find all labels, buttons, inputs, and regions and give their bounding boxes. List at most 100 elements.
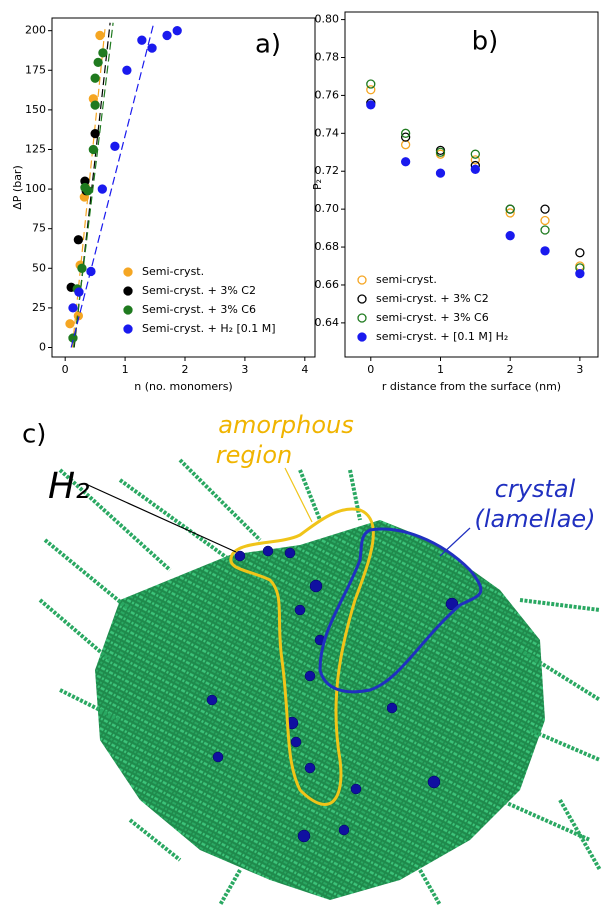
x-tick-label: 3 — [576, 363, 583, 376]
data-point — [470, 164, 480, 174]
data-point — [505, 231, 515, 241]
panel-label: c) — [22, 420, 46, 450]
data-point — [73, 235, 84, 245]
plot-frame — [51, 17, 316, 358]
legend-marker — [357, 313, 367, 323]
data-point — [97, 184, 107, 194]
legend-marker — [357, 332, 367, 342]
legend-label: Semi-cryst. + 3% C6 — [142, 303, 256, 316]
legend-marker — [123, 267, 133, 277]
panel-label: a) — [255, 30, 281, 60]
y-tick-label: 175 — [25, 63, 46, 76]
legend-label: Semi-cryst. + 3% C2 — [142, 284, 256, 297]
y-tick-label: 0.72 — [315, 164, 340, 177]
data-point — [366, 85, 376, 95]
data-point — [90, 73, 100, 83]
x-tick-label: 1 — [437, 363, 444, 376]
data-point — [172, 26, 182, 36]
legend-marker — [123, 324, 133, 334]
amorphous-label: region — [216, 441, 292, 469]
y-tick-label: 0.76 — [315, 88, 340, 101]
data-point — [470, 155, 480, 165]
data-point — [93, 57, 103, 68]
data-point — [540, 225, 550, 235]
legend-label: Semi-cryst. — [142, 265, 204, 278]
legend-marker — [357, 294, 367, 304]
y-tick-label: 125 — [25, 142, 46, 155]
data-point — [575, 268, 585, 279]
amorphous-outline — [229, 507, 375, 806]
crystal-pointer — [439, 527, 471, 557]
data-point — [366, 79, 376, 89]
data-point — [86, 266, 96, 277]
legend-marker — [123, 286, 133, 296]
legend-label: semi-cryst. — [376, 273, 437, 286]
y-tick-label: 0.80 — [315, 13, 340, 26]
data-point — [540, 246, 550, 256]
x-tick-label: 1 — [122, 363, 129, 376]
y-tick-label: 150 — [25, 103, 46, 116]
data-point — [65, 319, 75, 329]
amorphous-pointer — [284, 467, 313, 523]
data-point — [88, 144, 98, 155]
y-axis-label: ΔP (bar) — [11, 165, 24, 209]
y-tick-label: 0.78 — [315, 50, 340, 63]
data-point — [540, 215, 550, 226]
crystal-outline — [318, 527, 483, 694]
legend-marker — [357, 275, 367, 285]
legend-label: semi-cryst. + 3% C2 — [376, 292, 489, 305]
data-point — [90, 100, 100, 110]
data-point — [68, 303, 78, 313]
x-tick-label: 4 — [301, 363, 308, 376]
legend-label: semi-cryst. + [0.1 M] H₂ — [376, 330, 508, 343]
y-tick-label: 0.66 — [315, 278, 340, 291]
data-point — [162, 30, 172, 41]
data-point — [80, 182, 90, 193]
y-tick-label: 0.64 — [315, 316, 340, 329]
y-tick-label: 75 — [32, 222, 46, 235]
loose-chains — [38, 458, 602, 906]
data-point — [470, 149, 480, 159]
data-point — [505, 208, 515, 218]
x-axis-label: r distance from the surface (nm) — [382, 380, 561, 393]
y-tick-label: 25 — [32, 301, 46, 314]
polymer-mass — [95, 520, 545, 900]
y-tick-label: 200 — [25, 24, 46, 37]
y-tick-label: 0.68 — [315, 240, 340, 253]
data-point — [400, 140, 411, 150]
h2-pointer — [87, 484, 237, 553]
x-axis-label: n (no. monomers) — [134, 380, 232, 393]
data-point — [400, 157, 411, 167]
y-tick-label: 100 — [25, 182, 46, 195]
data-point — [110, 141, 120, 151]
y-axis-label: P₂ — [311, 179, 324, 190]
panel-label: b) — [472, 27, 499, 57]
y-tick-label: 0.70 — [315, 202, 340, 215]
data-point — [435, 147, 446, 157]
x-tick-label: 2 — [507, 363, 514, 376]
data-point — [74, 287, 84, 297]
data-point — [435, 168, 446, 178]
data-point — [90, 128, 100, 139]
y-tick-label: 0 — [39, 340, 46, 353]
data-point — [575, 248, 585, 258]
plot-frame — [344, 11, 599, 358]
crystal-label: (lamellae) — [474, 505, 595, 533]
crystal-label: crystal — [495, 475, 576, 503]
h2-label: H₂ — [48, 466, 90, 507]
x-tick-label: 2 — [181, 363, 188, 376]
x-tick-label: 3 — [241, 363, 248, 376]
data-point — [122, 65, 132, 75]
x-tick-label: 0 — [62, 363, 69, 376]
data-point — [77, 263, 87, 273]
data-point — [400, 128, 411, 138]
data-point — [147, 43, 157, 53]
data-point — [400, 132, 411, 142]
legend-label: Semi-cryst. + H₂ [0.1 M] — [142, 322, 276, 335]
data-point — [505, 204, 515, 214]
data-point — [366, 100, 376, 110]
data-point — [95, 30, 105, 41]
data-point — [98, 48, 108, 58]
